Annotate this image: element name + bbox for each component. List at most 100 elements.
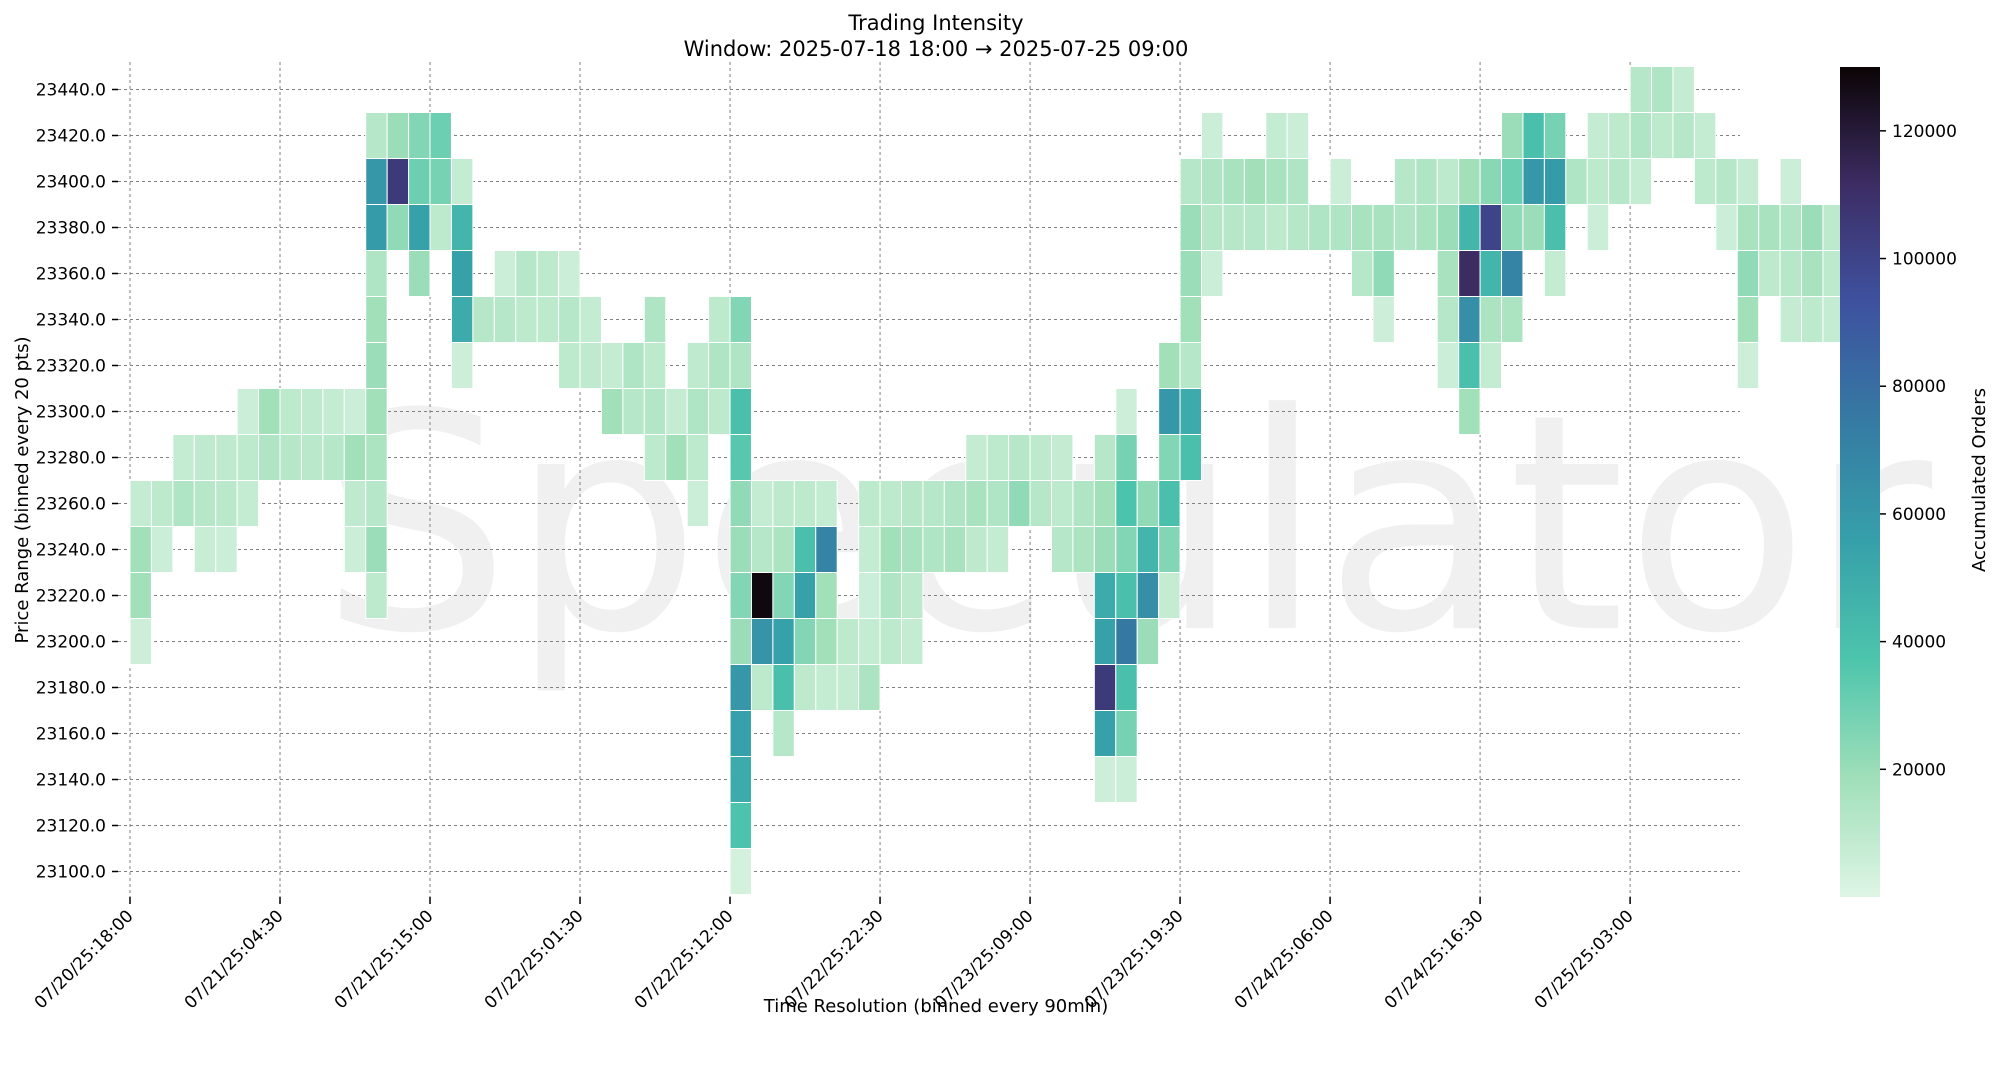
heatmap-cell bbox=[729, 802, 752, 849]
heatmap-cell bbox=[879, 526, 902, 573]
heatmap-cell bbox=[1458, 250, 1481, 297]
heatmap-cell bbox=[1050, 434, 1074, 481]
heatmap-cell bbox=[1179, 296, 1202, 343]
heatmap-cell bbox=[193, 480, 217, 527]
heatmap-cell bbox=[1115, 664, 1138, 711]
heatmap-cell bbox=[1586, 158, 1610, 205]
heatmap-cell bbox=[879, 572, 902, 619]
x-axis-label: Time Resolution (binned every 90min) bbox=[763, 996, 1108, 1017]
heatmap-cell bbox=[965, 480, 988, 527]
heatmap-cell bbox=[750, 664, 774, 711]
heatmap-cell bbox=[729, 388, 752, 435]
heatmap-cell bbox=[1050, 526, 1074, 573]
heatmap-cell bbox=[1608, 158, 1631, 205]
heatmap-cell bbox=[1265, 204, 1288, 251]
heatmap-cell bbox=[1801, 250, 1824, 297]
heatmap-cell bbox=[343, 526, 367, 573]
heatmap-cell bbox=[1736, 204, 1760, 251]
heatmap-cell bbox=[1308, 204, 1331, 251]
y-tick-label: 23300.0 bbox=[36, 403, 106, 423]
heatmap-cell bbox=[922, 526, 945, 573]
heatmap-cell bbox=[365, 480, 388, 527]
heatmap-cell bbox=[365, 112, 388, 159]
heatmap-cell bbox=[1501, 204, 1524, 251]
y-tick-label: 23240.0 bbox=[36, 541, 106, 561]
heatmap-cell bbox=[686, 388, 710, 435]
heatmap-cell bbox=[1158, 572, 1181, 619]
heatmap-cell bbox=[1736, 296, 1760, 343]
x-tick-label: 07/24/25:06:00 bbox=[1231, 906, 1338, 1013]
heatmap-cell bbox=[515, 296, 538, 343]
heatmap-cell bbox=[1072, 526, 1095, 573]
heatmap-cell bbox=[129, 526, 152, 573]
heatmap-cell bbox=[793, 664, 817, 711]
heatmap-cell bbox=[1029, 434, 1052, 481]
heatmap-cell bbox=[558, 342, 581, 389]
colorbar-gradient bbox=[1840, 67, 1880, 897]
y-tick-label: 23120.0 bbox=[36, 817, 106, 837]
heatmap-cell bbox=[1479, 158, 1503, 205]
heatmap-cell bbox=[365, 572, 388, 619]
heatmap-cell bbox=[1286, 158, 1310, 205]
heatmap-cell bbox=[729, 618, 752, 665]
heatmap-cell bbox=[1543, 250, 1567, 297]
heatmap-cell bbox=[729, 572, 752, 619]
heatmap-cell bbox=[1372, 204, 1395, 251]
y-tick-label: 23340.0 bbox=[36, 311, 106, 331]
heatmap-cell bbox=[150, 526, 174, 573]
heatmap-cell bbox=[900, 618, 924, 665]
heatmap-cell bbox=[1501, 250, 1524, 297]
heatmap-cell bbox=[750, 618, 774, 665]
y-tick-label: 23420.0 bbox=[36, 127, 106, 147]
y-tick-label: 23440.0 bbox=[36, 81, 106, 101]
heatmap-cell bbox=[386, 204, 410, 251]
heatmap-cell bbox=[472, 296, 495, 343]
heatmap-cell bbox=[1629, 66, 1653, 113]
heatmap-cell bbox=[236, 480, 260, 527]
heatmap-cell bbox=[879, 480, 902, 527]
heatmap-cell bbox=[1265, 158, 1288, 205]
heatmap-cell bbox=[408, 112, 431, 159]
heatmap-cell bbox=[579, 296, 602, 343]
heatmap-cell bbox=[1179, 388, 1202, 435]
heatmap-cell bbox=[900, 526, 924, 573]
heatmap-cell bbox=[258, 388, 281, 435]
heatmap-cell bbox=[558, 250, 581, 297]
colorbar-label: Accumulated Orders bbox=[1969, 388, 1990, 572]
heatmap-cell bbox=[1436, 296, 1460, 343]
heatmap-cell bbox=[772, 664, 795, 711]
heatmap-cell bbox=[965, 526, 988, 573]
heatmap-cell bbox=[665, 388, 688, 435]
heatmap-cell bbox=[279, 388, 302, 435]
heatmap-cell bbox=[1093, 710, 1117, 757]
heatmap-cell bbox=[365, 342, 388, 389]
heatmap-cell bbox=[1329, 158, 1353, 205]
heatmap-cell bbox=[386, 158, 410, 205]
y-tick-label: 23140.0 bbox=[36, 771, 106, 791]
heatmap-cell bbox=[900, 480, 924, 527]
heatmap-cell bbox=[1179, 204, 1202, 251]
heatmap-cell bbox=[1436, 158, 1460, 205]
heatmap-cell bbox=[1115, 618, 1138, 665]
heatmap-cell bbox=[1543, 158, 1567, 205]
heatmap-cell bbox=[1115, 480, 1138, 527]
heatmap-cell bbox=[193, 434, 217, 481]
heatmap-cell bbox=[1586, 204, 1610, 251]
heatmap-cell bbox=[493, 250, 517, 297]
heatmap-cell bbox=[729, 342, 752, 389]
x-tick-label: 07/24/25:16:30 bbox=[1381, 906, 1488, 1013]
heatmap-cell bbox=[922, 480, 945, 527]
heatmap-cell bbox=[858, 572, 881, 619]
y-tick-label: 23360.0 bbox=[36, 265, 106, 285]
heatmap-cell bbox=[943, 480, 967, 527]
heatmap-cell bbox=[1415, 204, 1438, 251]
x-tick-label: 07/20/25:18:00 bbox=[31, 906, 138, 1013]
heatmap-cell bbox=[365, 526, 388, 573]
heatmap-cell bbox=[1758, 250, 1781, 297]
heatmap-cell bbox=[708, 296, 731, 343]
heatmap-cell bbox=[322, 388, 345, 435]
heatmap-cell bbox=[1479, 204, 1503, 251]
heatmap-cell bbox=[536, 250, 560, 297]
heatmap-cell bbox=[1758, 204, 1781, 251]
heatmap-cell bbox=[1458, 158, 1481, 205]
